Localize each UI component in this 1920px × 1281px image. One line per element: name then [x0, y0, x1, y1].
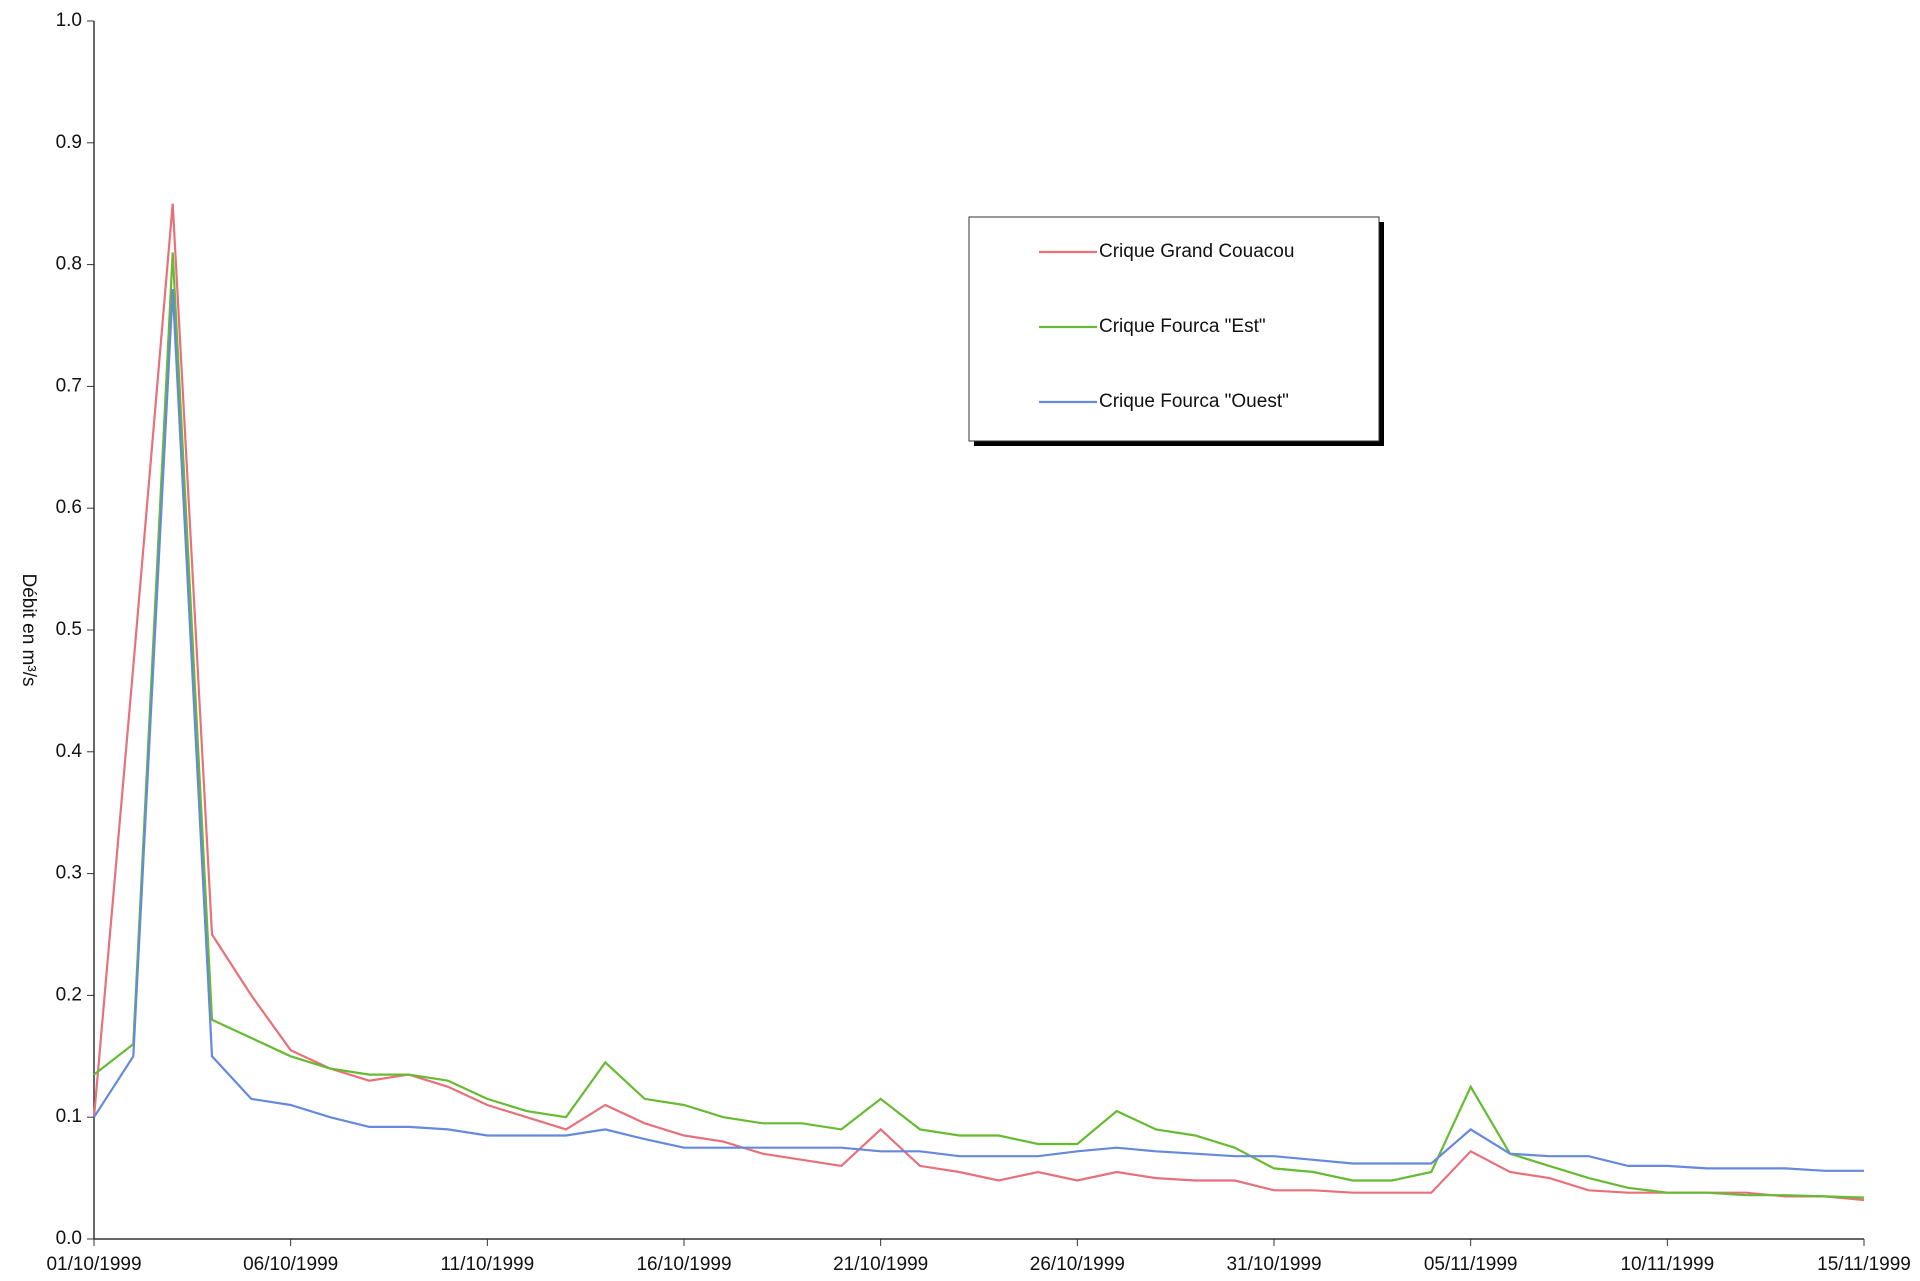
series-line: [93, 288, 1864, 1172]
series-line: [93, 252, 1865, 1199]
series-line: [92, 203, 1865, 1202]
x-tick-label: 16/10/1999: [636, 1254, 731, 1275]
legend-label: Crique Fourca "Ouest": [1099, 391, 1289, 412]
legend-label: Crique Grand Couacou: [1099, 241, 1294, 262]
x-tick-label: 21/10/1999: [833, 1254, 928, 1275]
y-tick-label: 0.7: [56, 375, 82, 396]
x-tick-label: 06/10/1999: [243, 1254, 338, 1275]
y-tick-label: 0.4: [56, 741, 83, 762]
legend-label: Crique Fourca "Est": [1099, 316, 1266, 337]
y-tick-label: 0.1: [56, 1106, 82, 1127]
x-tick-label: 11/10/1999: [440, 1254, 534, 1275]
y-tick-label: 0.2: [56, 984, 82, 1005]
y-tick-label: 0.6: [56, 497, 82, 518]
y-tick-label: 0.9: [56, 132, 82, 153]
x-tick-label: 15/11/1999: [1817, 1254, 1911, 1275]
x-tick-label: 26/10/1999: [1030, 1254, 1125, 1275]
legend-box: [968, 216, 1380, 442]
y-tick-label: 0.0: [56, 1228, 82, 1249]
y-tick-label: 0.5: [56, 619, 82, 640]
x-tick-label: 05/11/1999: [1424, 1254, 1518, 1275]
y-tick-label: 1.0: [56, 10, 82, 31]
x-tick-label: 10/11/1999: [1620, 1254, 1714, 1275]
x-tick-label: 31/10/1999: [1226, 1254, 1321, 1275]
y-tick-label: 0.3: [56, 863, 82, 884]
x-tick-label: 01/10/1999: [46, 1254, 141, 1275]
y-tick-label: 0.8: [56, 254, 82, 275]
y-axis-label: Débit en m³/s: [18, 574, 39, 687]
